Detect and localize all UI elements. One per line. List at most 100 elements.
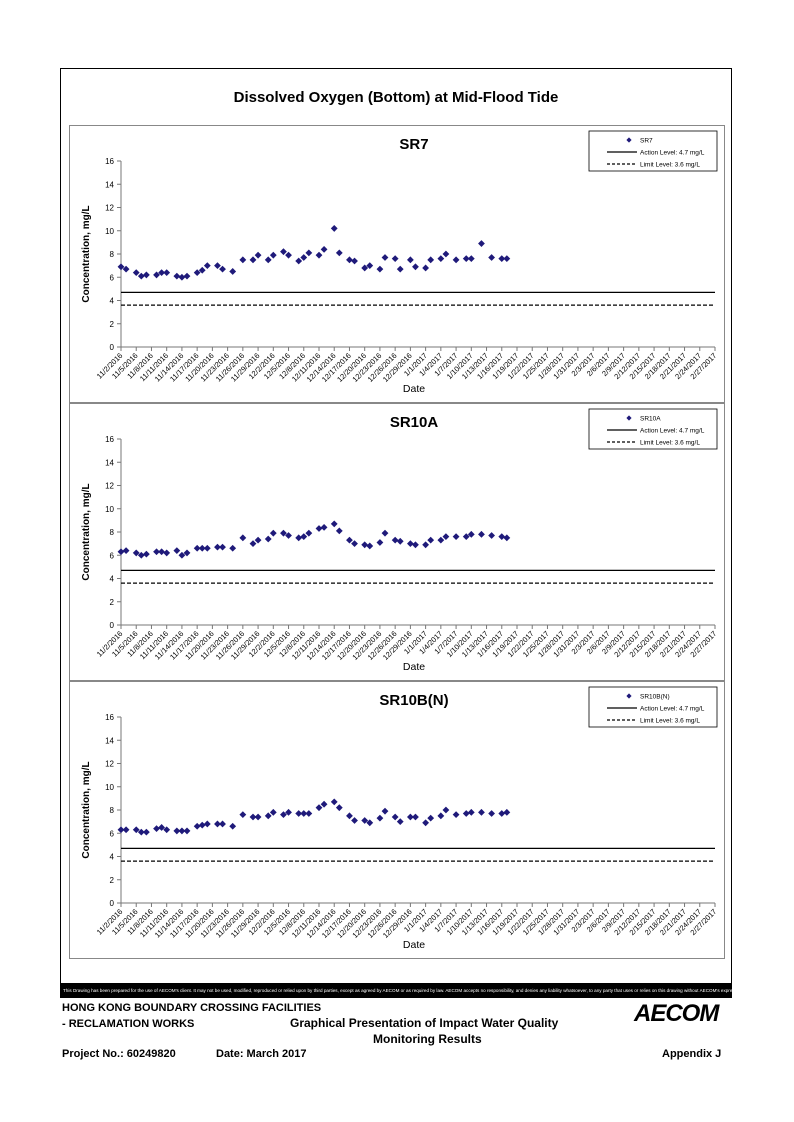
data-point: [300, 810, 308, 817]
data-point: [396, 265, 404, 273]
data-point: [117, 548, 125, 556]
data-point: [173, 827, 181, 835]
appendix-label: Appendix J: [662, 1048, 722, 1060]
data-point: [142, 271, 150, 279]
chart-legend: SR10B(N) Action Level: 4.7 mg/L Limit Leve…: [588, 686, 718, 728]
data-point: [183, 272, 191, 280]
data-point: [193, 822, 201, 830]
data-point: [153, 548, 160, 556]
data-point: [406, 813, 414, 821]
data-point: [132, 826, 140, 834]
data-point: [193, 269, 201, 276]
legend-label-limit: Limit Level: 3.6 mg/L: [640, 440, 700, 447]
data-point: [422, 819, 430, 827]
data-point: [503, 255, 511, 263]
data-point: [478, 808, 485, 816]
data-point: [488, 254, 496, 261]
data-point: [330, 798, 338, 806]
y-tick-label: 2: [110, 320, 115, 329]
data-point: [488, 532, 496, 539]
data-point: [163, 549, 171, 557]
data-point: [498, 810, 506, 817]
legend-box: [588, 130, 718, 172]
data-point: [478, 530, 485, 538]
data-point: [137, 551, 145, 559]
data-point: [117, 263, 125, 271]
data-point: [280, 248, 287, 256]
data-point: [254, 251, 262, 259]
data-point: [427, 536, 435, 544]
drawing-date: Date: March 2017: [216, 1048, 307, 1060]
data-point: [295, 810, 303, 817]
data-point: [412, 263, 419, 271]
y-axis-label: Concentration, mg/L: [81, 761, 92, 858]
data-point: [412, 541, 419, 549]
y-tick-label: 4: [110, 853, 115, 862]
data-point: [158, 548, 166, 556]
data-point: [229, 822, 237, 830]
y-tick-label: 4: [110, 575, 115, 584]
data-point: [285, 808, 292, 816]
y-tick-label: 8: [110, 528, 115, 537]
data-point: [198, 821, 206, 829]
y-tick-label: 0: [110, 621, 115, 630]
y-axis-label: Concentration, mg/L: [81, 483, 92, 580]
data-point: [437, 536, 445, 544]
drawing-frame: Dissolved Oxygen (Bottom) at Mid-Flood T…: [60, 68, 732, 998]
data-point: [406, 256, 414, 264]
y-axis-label: Concentration, mg/L: [81, 205, 92, 302]
data-point: [320, 245, 328, 253]
data-point: [462, 533, 470, 541]
y-tick-label: 16: [105, 157, 114, 166]
data-point: [346, 536, 353, 544]
y-tick-label: 12: [105, 482, 114, 491]
data-point: [376, 814, 384, 822]
data-point: [178, 551, 186, 559]
data-point: [163, 269, 171, 276]
data-point: [249, 540, 257, 548]
data-point: [351, 257, 358, 265]
data-point: [366, 262, 374, 270]
y-tick-label: 12: [105, 760, 114, 769]
chart-sr10bn: SR10B(N)024681012141611/2/201611/5/20161…: [69, 681, 725, 959]
legend-label-action: Action Level: 4.7 mg/L: [640, 150, 705, 157]
data-point: [478, 240, 485, 247]
data-point: [442, 533, 450, 541]
data-point: [137, 272, 145, 280]
data-point: [376, 539, 384, 546]
data-point: [406, 540, 414, 548]
data-point: [122, 826, 130, 834]
y-tick-label: 14: [105, 180, 114, 189]
y-tick-label: 2: [110, 876, 115, 885]
data-point: [351, 540, 358, 548]
data-point: [153, 271, 160, 279]
data-point: [203, 820, 211, 828]
data-point: [219, 820, 226, 828]
data-point: [203, 544, 211, 552]
chart-legend: SR7 Action Level: 4.7 mg/L Limit Level: 3.…: [588, 130, 718, 172]
legend-label-action: Action Level: 4.7 mg/L: [640, 428, 705, 435]
data-point: [264, 256, 272, 264]
data-point: [498, 255, 506, 263]
chart-sr10a: SR10A024681012141611/2/201611/5/201611/8…: [69, 403, 725, 681]
data-point: [178, 827, 186, 835]
data-point: [452, 533, 460, 541]
data-point: [442, 806, 450, 814]
data-point: [391, 255, 399, 263]
project-number: Project No.: 60249820: [62, 1048, 176, 1060]
y-tick-label: 6: [110, 551, 115, 560]
data-point: [122, 547, 130, 554]
y-tick-label: 12: [105, 204, 114, 213]
data-point: [361, 541, 369, 549]
data-point: [153, 825, 160, 832]
data-point: [173, 272, 181, 280]
data-point: [320, 523, 328, 531]
data-point: [335, 527, 343, 535]
data-point: [305, 529, 313, 537]
data-point: [330, 225, 338, 232]
data-point: [396, 537, 404, 545]
y-tick-label: 10: [105, 783, 114, 792]
data-point: [295, 257, 303, 265]
data-point: [229, 544, 237, 552]
data-point: [442, 250, 450, 258]
